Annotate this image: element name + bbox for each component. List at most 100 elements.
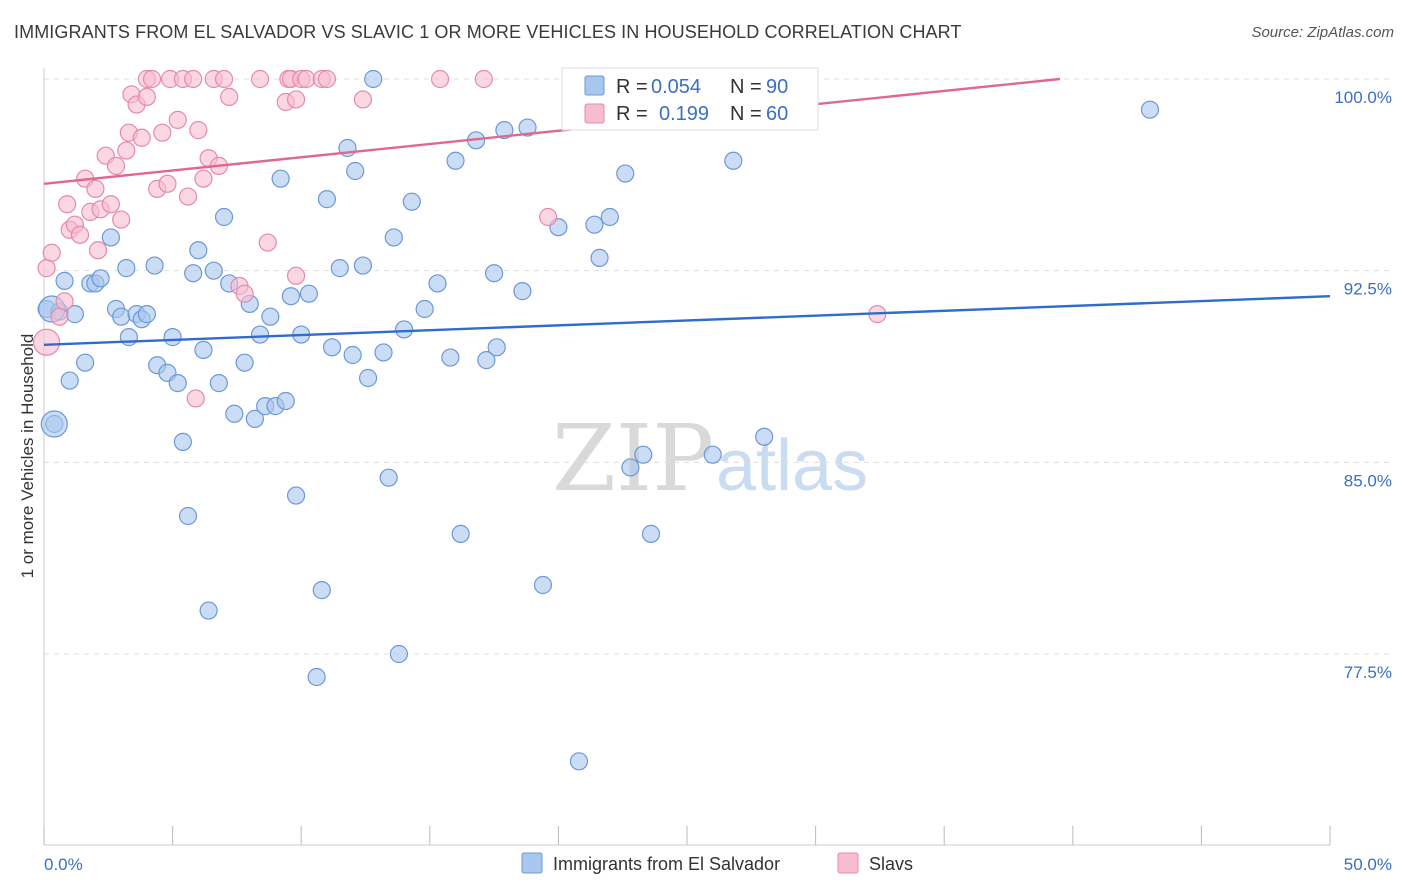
legend-n-label-blue: N = (730, 76, 762, 98)
slavs-point (286, 90, 306, 109)
legend-swatch-blue (584, 75, 605, 96)
el-salvador-point (451, 524, 470, 543)
el-salvador-point (312, 581, 331, 600)
legend-r-value-pink: 0.199 (659, 103, 709, 125)
watermark: ZIP atlas (552, 405, 868, 512)
el-salvador-point (446, 151, 465, 170)
slavs-point (258, 233, 277, 252)
el-salvador-point (330, 259, 349, 278)
x-tick-label-min: 0.0% (44, 855, 83, 874)
el-salvador-point (364, 69, 383, 89)
slavs-point (286, 266, 306, 285)
source-credit: Source: ZipAtlas.com (1251, 24, 1394, 41)
el-salvador-point (394, 320, 414, 339)
y-tick-label: 92.5% (1344, 280, 1392, 299)
slavs-point (430, 69, 450, 89)
el-salvador-point (590, 248, 609, 267)
x-tick-label-max: 50.0% (1344, 855, 1392, 874)
el-salvador-point (119, 328, 138, 347)
el-salvador-point (184, 264, 203, 283)
slavs-point (317, 69, 337, 89)
el-salvador-point (441, 348, 460, 367)
slavs-point (101, 195, 120, 214)
slavs-point (106, 156, 126, 175)
el-salvador-point (214, 207, 234, 227)
el-salvador-point (533, 575, 553, 595)
el-salvador-point (112, 307, 131, 326)
el-salvador-point (235, 353, 254, 372)
slavs-point (178, 187, 198, 206)
bottom-legend-label-blue: Immigrants from El Salvador (553, 854, 780, 874)
el-salvador-point (101, 228, 120, 247)
slavs-point (220, 87, 239, 106)
el-salvador-point (117, 259, 136, 278)
legend-n-value-blue: 90 (766, 76, 788, 98)
el-salvador-point (634, 445, 653, 464)
legend-r-label-pink: R = (616, 103, 648, 125)
el-salvador-point (145, 256, 164, 275)
el-salvador-point (317, 190, 337, 209)
slavs-point (186, 389, 205, 408)
slavs-point (539, 207, 558, 227)
slavs-point (88, 241, 108, 260)
y-axis-label: 1 or more Vehicles in Household (18, 334, 37, 579)
slavs-point (58, 195, 77, 214)
el-salvador-point (178, 506, 198, 526)
el-salvador-point (1140, 100, 1160, 119)
slavs-point (184, 69, 203, 89)
slavs-point (132, 128, 151, 147)
legend-r-label-blue: R = (616, 76, 648, 98)
y-tick-label: 77.5% (1344, 663, 1392, 682)
el-salvador-point (204, 261, 223, 280)
el-salvador-point (585, 215, 604, 234)
y-tick-label: 85.0% (1344, 471, 1392, 490)
el-salvador-point (389, 644, 409, 664)
el-salvador-point (428, 274, 447, 293)
el-salvador-point (55, 271, 74, 290)
slavs-point (137, 87, 156, 106)
el-salvador-point (518, 118, 537, 137)
slavs-point (168, 110, 187, 129)
legend-r-value-blue: 0.054 (651, 76, 701, 98)
slavs-point (158, 174, 177, 193)
el-salvador-point (60, 371, 79, 390)
slavs-point (117, 141, 136, 160)
watermark-zip: ZIP (552, 405, 714, 512)
el-salvador-point (194, 340, 213, 359)
el-salvador-point (91, 269, 110, 288)
el-salvador-point (199, 601, 218, 620)
el-salvador-point (402, 192, 421, 211)
el-salvador-point (641, 524, 661, 543)
slavs-point (153, 123, 172, 142)
el-salvador-point (163, 328, 182, 347)
el-salvador-point (487, 338, 506, 357)
slavs-point (214, 69, 234, 89)
el-salvador-point (299, 284, 319, 303)
legend-n-label-pink: N = (730, 103, 762, 125)
legend-n-value-pink: 60 (766, 103, 788, 125)
el-salvador-point (209, 374, 228, 393)
el-salvador-point (415, 299, 434, 319)
el-salvador-point (703, 445, 722, 464)
el-salvador-point (261, 307, 280, 326)
el-salvador-point (168, 374, 187, 393)
el-salvador-point (477, 351, 496, 370)
bottom-legend-swatch-blue (521, 852, 543, 874)
el-salvador-point (495, 121, 514, 140)
el-salvador-point (250, 325, 270, 344)
bottom-legend-label-pink: Slavs (869, 854, 913, 874)
x-ticks (43, 826, 1331, 845)
el-salvador-point (485, 264, 504, 283)
el-salvador-point (189, 241, 208, 260)
slavs-point (37, 259, 56, 278)
series-slavs-points (32, 69, 887, 408)
slavs-point-large (32, 328, 61, 356)
el-salvador-point (621, 458, 640, 477)
slavs-point (112, 210, 131, 229)
slavs-point (142, 69, 162, 89)
series-legend: Immigrants from El Salvador Slavs (521, 852, 913, 874)
el-salvador-point (322, 338, 342, 357)
slavs-point (194, 169, 213, 188)
el-salvador-point (307, 667, 326, 687)
slavs-point (474, 69, 493, 89)
